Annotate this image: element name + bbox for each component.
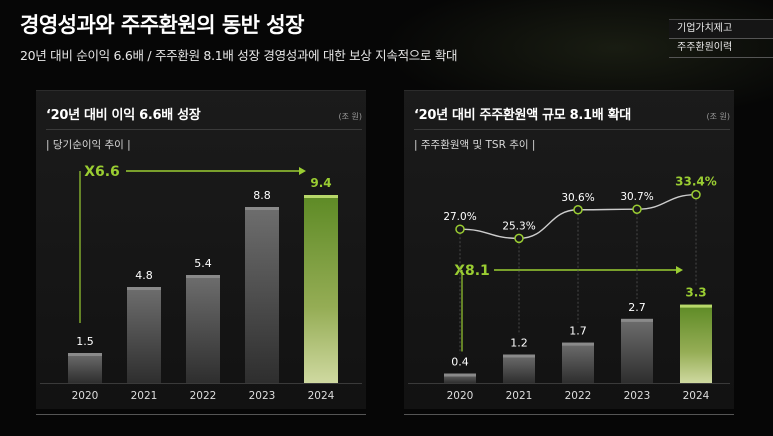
value-label-2020: 0.4: [451, 356, 469, 369]
tsr-label-2022: 30.6%: [561, 192, 594, 204]
bar-2023: [245, 207, 279, 383]
bar-2020: [68, 353, 102, 383]
tsr-point-2022: [573, 205, 583, 215]
category-label-2020: 2020: [447, 390, 474, 402]
tsr-point-2023: [632, 204, 642, 214]
multiplier-arrow-head: [299, 167, 306, 175]
bar-top-2023: [245, 207, 279, 210]
tsr-label-2023: 30.7%: [620, 191, 653, 203]
bar-2024: [680, 304, 712, 383]
bar-2021: [503, 354, 535, 383]
bar-top-2022: [562, 342, 594, 346]
panel-divider: [46, 129, 362, 130]
value-label-2024: 3.3: [685, 286, 706, 300]
bar-top-2020: [444, 373, 476, 377]
tsr-point-2021: [514, 233, 524, 244]
category-label-2024: 2024: [308, 390, 335, 402]
bar-2020: [444, 373, 476, 383]
multiplier-label: X8.1: [454, 263, 490, 279]
bar-top-2021: [503, 354, 535, 358]
category-label-2021: 2021: [131, 390, 158, 402]
category-label-2023: 2023: [624, 390, 651, 402]
bar-top-2022: [186, 275, 220, 278]
value-label-2022: 1.7: [569, 325, 587, 338]
shareholder-return-chart: 0.4 2020 1.2 2021 1.7 2022 2.7 2023 3.3 2024 X8.1 2…: [408, 175, 730, 402]
value-label-2020: 1.5: [76, 335, 94, 348]
panel-bottom-rule: [36, 414, 366, 415]
category-label-2023: 2023: [249, 390, 276, 402]
panel-bottom-rule: [404, 414, 734, 415]
nav-item-value-enhancement[interactable]: 기업가치제고: [669, 19, 773, 39]
category-label-2022: 2022: [190, 390, 217, 402]
bar-2021: [127, 287, 161, 383]
panel-unit: (조 원): [338, 112, 362, 121]
value-label-2021: 1.2: [510, 337, 528, 350]
value-label-2024: 9.4: [310, 176, 331, 190]
tsr-point-2024: [691, 189, 701, 200]
bar-2024: [304, 195, 338, 383]
category-label-2021: 2021: [506, 390, 533, 402]
net-income-panel: ‘20년 대비 이익 6.6배 성장 (조 원) | 당기순이익 추이 | 1.…: [36, 90, 366, 409]
panel-unit: (조 원): [706, 112, 730, 121]
category-label-2024: 2024: [683, 390, 710, 402]
value-label-2022: 5.4: [194, 257, 212, 270]
value-label-2023: 8.8: [253, 189, 271, 202]
panel-subtitle: | 주주환원액 및 TSR 추이 |: [414, 139, 536, 151]
tsr-label-2021: 25.3%: [502, 220, 535, 232]
shareholder-return-panel: ‘20년 대비 주주환원액 규모 8.1배 확대 (조 원) | 주주환원액 및…: [404, 90, 734, 409]
tsr-label-2020: 27.0%: [443, 211, 476, 223]
multiplier-arrow-head: [676, 266, 683, 274]
bar-2022: [186, 275, 220, 383]
tsr-point-2020: [455, 224, 465, 234]
category-label-2022: 2022: [565, 390, 592, 402]
nav-item-shareholder-return-history[interactable]: 주주환원이력: [669, 39, 773, 58]
bar-top-2024: [304, 195, 338, 198]
multiplier-label: X6.6: [84, 164, 120, 180]
page-title: 경영성과와 주주환원의 동반 성장: [20, 13, 304, 37]
category-label-2020: 2020: [72, 390, 99, 402]
bar-top-2020: [68, 353, 102, 356]
bar-top-2021: [127, 287, 161, 290]
net-income-chart: 1.5 2020 4.8 2021 5.4 2022 8.8 2023 9.4 2024 X6.6: [40, 164, 362, 402]
panel-divider: [414, 129, 730, 130]
tsr-label-2024: 33.4%: [675, 175, 717, 189]
value-label-2023: 2.7: [628, 301, 646, 314]
bar-top-2024: [680, 304, 712, 308]
bar-2023: [621, 318, 653, 383]
page-subtitle: 20년 대비 순이익 6.6배 / 주주환원 8.1배 성장 경영성과에 대한 …: [20, 48, 458, 63]
bar-2022: [562, 342, 594, 383]
bar-top-2023: [621, 318, 653, 322]
panel-title: ‘20년 대비 이익 6.6배 성장: [46, 108, 201, 123]
panel-subtitle: | 당기순이익 추이 |: [46, 139, 131, 151]
value-label-2021: 4.8: [135, 269, 153, 282]
panel-title: ‘20년 대비 주주환원액 규모 8.1배 확대: [414, 108, 631, 123]
side-nav: 기업가치제고 주주환원이력: [669, 19, 773, 58]
